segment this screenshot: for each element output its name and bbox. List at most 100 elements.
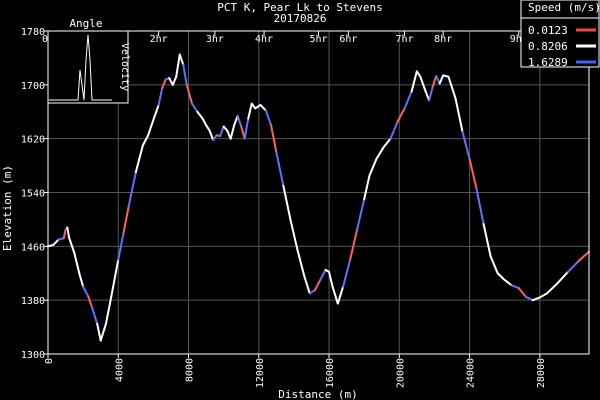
y-axis-label: Elevation (m)	[1, 165, 14, 251]
elevation-segment	[410, 70, 418, 93]
legend-label: 0.0123	[528, 24, 568, 37]
y-axis-ticks: 1300 1380 1460 1540 1620 1700 1780	[21, 27, 48, 361]
elevation-segment	[415, 70, 422, 78]
elevation-segment	[208, 129, 215, 142]
x-tick-label: 16000	[325, 358, 336, 388]
time-tick-label: 5hr	[309, 34, 327, 45]
elevation-segment	[104, 295, 113, 325]
inset-frame	[47, 30, 129, 104]
y-tick-label: 1540	[21, 189, 45, 200]
elevation-segment	[482, 223, 492, 258]
elevation-segment	[303, 275, 311, 295]
x-tick-label: 0	[44, 358, 55, 364]
elevation-segment	[368, 157, 378, 177]
inset-curve	[49, 34, 112, 101]
elevation-segment	[229, 124, 236, 140]
elevation-segment	[82, 285, 90, 298]
elevation-segment	[566, 260, 580, 273]
elevation-series	[47, 53, 590, 342]
elevation-segment	[308, 289, 316, 295]
x-axis-ticks: 0 4000 8000 12000 16000 20000 24000 28000	[44, 354, 547, 388]
elevation-segment	[289, 218, 299, 251]
elevation-segment	[356, 198, 366, 231]
elevation-segment	[117, 231, 125, 261]
elevation-segment	[73, 252, 81, 276]
y-tick-label: 1300	[21, 350, 45, 361]
elevation-segment	[419, 75, 427, 93]
time-tick-label: 7hr	[396, 34, 414, 45]
elevation-segment	[336, 285, 345, 305]
time-tick-label: 8hr	[434, 34, 452, 45]
elevation-segment	[503, 278, 513, 287]
elevation-segment	[264, 109, 273, 127]
time-tick-label: 2hr	[150, 34, 168, 45]
elevation-segment	[175, 53, 181, 78]
elevation-segment	[161, 78, 167, 90]
elevation-segment	[328, 270, 334, 288]
elevation-segment	[270, 124, 278, 154]
elevation-segment	[96, 322, 102, 342]
x-tick-label: 20000	[395, 358, 406, 388]
elevation-segment	[110, 258, 120, 298]
elevation-segment	[196, 110, 204, 120]
grid-lines	[47, 30, 589, 355]
elevation-segment	[52, 238, 60, 246]
elevation-segment	[461, 130, 471, 160]
elevation-segment	[191, 102, 199, 113]
inset-title: Angle	[69, 17, 102, 30]
elevation-segment	[475, 188, 485, 226]
x-tick-label: 24000	[466, 358, 477, 388]
elevation-segment	[531, 296, 541, 302]
legend-box	[520, 0, 600, 68]
legend-title: Speed (m/s)	[528, 1, 600, 14]
elevation-segment	[510, 284, 520, 290]
chart-title: PCT K, Pear Lk to Stevens	[217, 1, 383, 14]
elevation-segment	[545, 282, 559, 295]
y-tick-label: 1780	[21, 27, 45, 38]
elevation-segment	[375, 146, 385, 160]
elevation-segment	[236, 114, 243, 128]
elevation-segment	[389, 120, 399, 140]
elevation-segment	[205, 124, 211, 132]
elevation-segment	[396, 107, 406, 123]
legend-label: 0.8206	[528, 40, 568, 53]
elevation-segment	[435, 75, 441, 85]
elevation-segment	[438, 74, 445, 85]
elevation-segment	[331, 285, 339, 305]
elevation-segment	[489, 255, 499, 275]
chart-subtitle: 20170826	[274, 12, 327, 25]
elevation-segment	[247, 102, 253, 120]
elevation-segment	[185, 83, 194, 105]
elevation-segment	[382, 137, 392, 149]
legend-label: 1.6289	[528, 56, 568, 69]
elevation-segment	[313, 278, 322, 292]
elevation-segment	[62, 228, 67, 240]
elevation-segment	[296, 248, 306, 278]
elevation-segment	[147, 118, 155, 137]
elevation-segment	[90, 305, 99, 325]
x-tick-label: 12000	[255, 358, 266, 388]
elevation-segment	[171, 75, 178, 86]
elevation-segment	[243, 117, 250, 140]
elevation-segment	[182, 63, 188, 86]
inset-ylabel: Velocity	[119, 43, 130, 91]
y-tick-label: 1460	[21, 242, 45, 253]
elevation-segment	[349, 228, 359, 261]
elevation-segment	[517, 287, 527, 298]
elevation-segment	[68, 236, 76, 255]
elevation-segment	[282, 184, 292, 221]
elevation-segment	[342, 258, 352, 288]
x-tick-label: 28000	[536, 358, 547, 388]
elevation-segment	[431, 75, 438, 88]
inset-chart: Angle Velocity	[47, 17, 130, 104]
x-axis-label: Distance (m)	[278, 388, 357, 400]
elevation-segment	[577, 250, 590, 263]
elevation-segment	[447, 75, 457, 100]
elevation-segment	[66, 226, 71, 239]
elevation-segment	[78, 273, 85, 288]
time-tick-label: 9hr	[510, 34, 528, 45]
elevation-segment	[178, 53, 185, 66]
elevation-segment	[403, 90, 413, 110]
elevation-segment	[152, 104, 160, 121]
